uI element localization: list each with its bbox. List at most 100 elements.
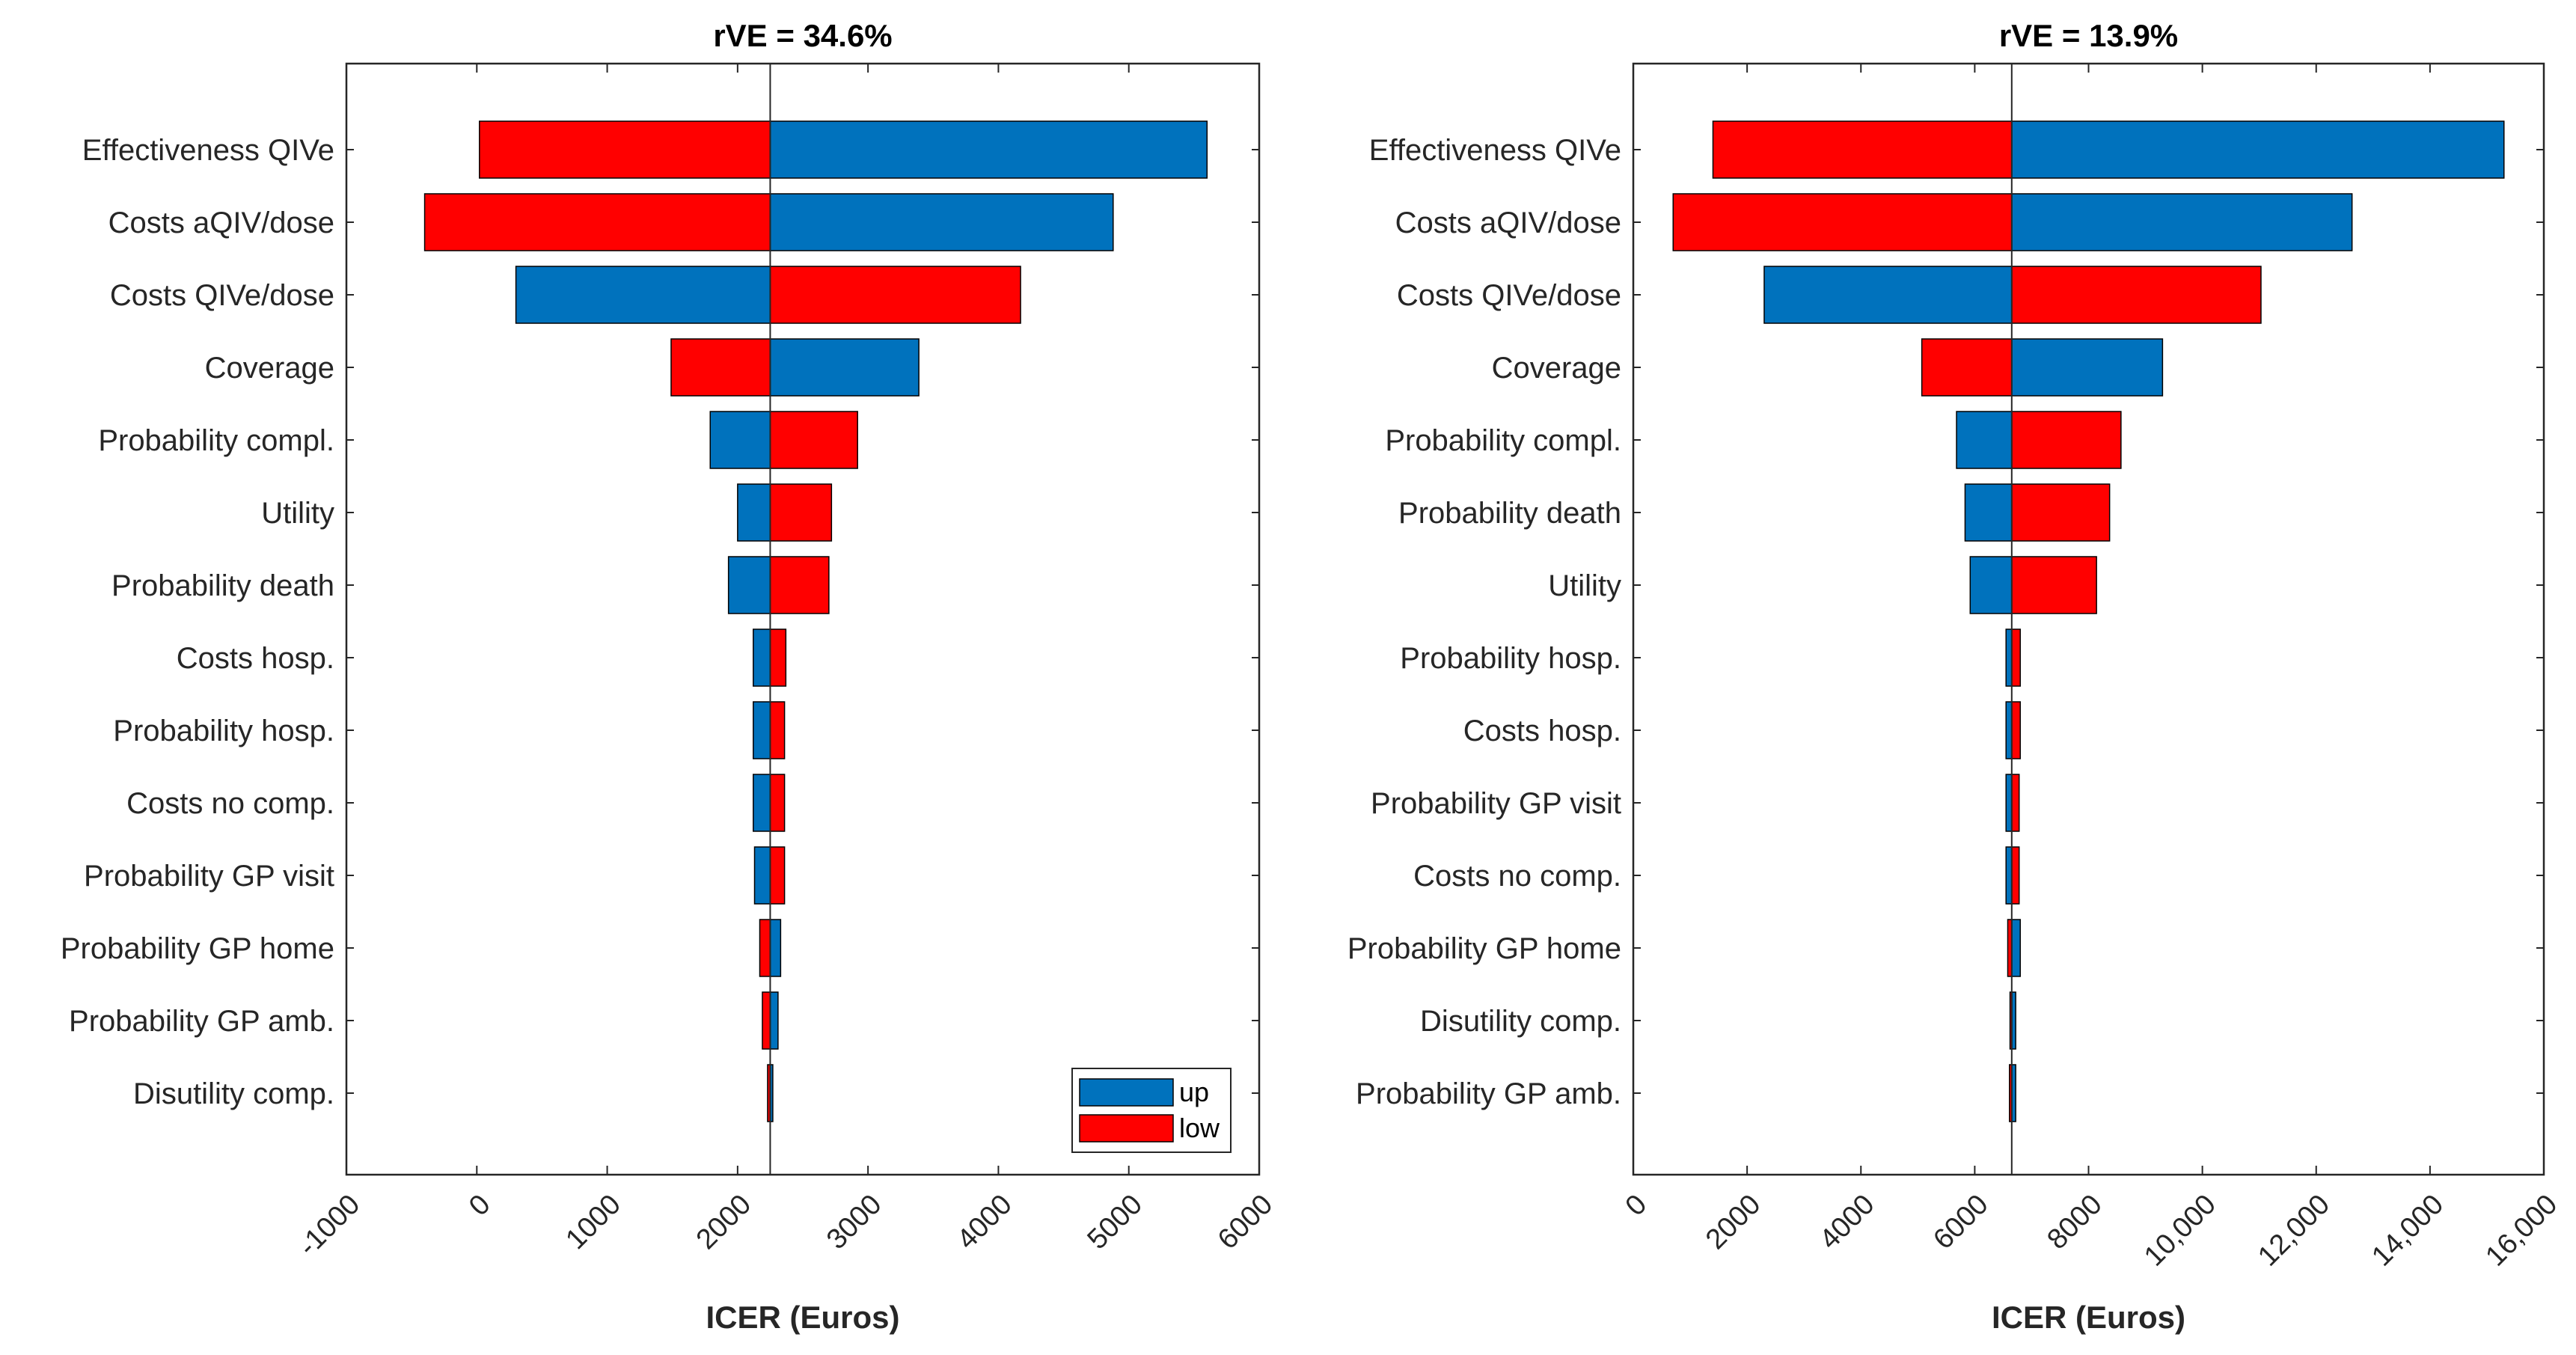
bar-up	[1969, 556, 2013, 614]
x-tick-label: 12,000	[2252, 1189, 2336, 1273]
x-tick-label: -1000	[293, 1189, 366, 1262]
bar-up	[2011, 919, 2021, 977]
category-label: Disutility comp.	[133, 1077, 334, 1110]
bar-low	[2011, 628, 2021, 687]
bar-low	[769, 483, 833, 542]
category-label: Disutility comp.	[1420, 1005, 1621, 1038]
chart-panel-1: rVE = 34.6% Effectiveness QIVe Costs aQIV/…	[61, 18, 1279, 1335]
bar-low	[2011, 266, 2262, 324]
category-label: Probability GP visit	[84, 860, 334, 893]
bar-low	[769, 266, 1021, 324]
chart-title: rVE = 34.6%	[713, 18, 892, 53]
x-tick-label: 4000	[951, 1189, 1018, 1255]
bar-low	[2011, 846, 2020, 905]
category-label: Probability death	[1398, 497, 1621, 530]
bar-up	[2005, 846, 2013, 905]
bar-low	[2011, 556, 2097, 614]
x-tick-label: 14,000	[2366, 1189, 2450, 1273]
category-label: Probability GP amb.	[69, 1005, 334, 1038]
chart-title: rVE = 13.9%	[1999, 18, 2178, 53]
bar-low	[769, 628, 787, 687]
category-label: Probability death	[111, 569, 334, 602]
bar-low	[2011, 411, 2122, 469]
bar-up	[753, 774, 771, 832]
x-tick-label: 6000	[1927, 1189, 1994, 1255]
category-label: Utility	[1548, 569, 1621, 602]
x-tick-label: 1000	[560, 1189, 626, 1255]
category-label: Probability compl.	[1385, 424, 1621, 457]
bar-low	[2011, 483, 2111, 542]
bar-up	[769, 338, 920, 397]
legend-label-low: low	[1179, 1113, 1220, 1143]
axes-box	[345, 62, 1261, 1176]
bar-up	[2011, 338, 2164, 397]
bar-low	[769, 774, 786, 832]
bar-low	[769, 846, 786, 905]
bar-up	[2005, 774, 2013, 832]
x-tick-label: 6000	[1212, 1189, 1279, 1255]
x-tick-label: 5000	[1082, 1189, 1148, 1255]
bar-up	[709, 411, 771, 469]
x-tick-label: 2000	[691, 1189, 757, 1255]
category-label: Costs hosp.	[177, 642, 334, 675]
bar-up	[727, 556, 771, 614]
bar-up	[769, 919, 782, 977]
bar-low	[769, 411, 858, 469]
category-label: Probability GP home	[1347, 932, 1621, 965]
bar-low	[769, 701, 786, 759]
x-tick-label: 8000	[2041, 1189, 2108, 1255]
bar-up	[1956, 411, 2013, 469]
bar-up	[2011, 120, 2505, 179]
bar-low	[670, 338, 771, 397]
category-label: Costs QIVe/dose	[1397, 279, 1621, 312]
category-label: Costs hosp.	[1463, 715, 1621, 747]
bar-low	[1712, 120, 2013, 179]
category-label: Coverage	[1492, 352, 1621, 385]
category-label: Probability GP amb.	[1356, 1077, 1621, 1110]
bar-up	[2011, 193, 2353, 251]
x-tick-label: 2000	[1700, 1189, 1766, 1255]
x-tick-label: 16,000	[2479, 1189, 2563, 1273]
legend-label-up: up	[1179, 1077, 1209, 1107]
category-label: Probability GP visit	[1371, 787, 1621, 820]
bar-up	[753, 846, 771, 905]
category-label: Costs no comp.	[126, 787, 334, 820]
bar-up	[753, 701, 771, 759]
category-label: Effectiveness QIVe	[82, 134, 334, 167]
bar-up	[769, 193, 1114, 251]
category-label: Costs aQIV/dose	[1395, 207, 1621, 239]
bar-low	[423, 193, 771, 251]
category-label: Probability hosp.	[113, 715, 334, 747]
bar-low	[762, 991, 771, 1050]
bar-up	[769, 991, 779, 1050]
bar-up	[737, 483, 771, 542]
category-label: Effectiveness QIVe	[1369, 134, 1621, 167]
category-label: Costs QIVe/dose	[110, 279, 334, 312]
bar-up	[1763, 266, 2013, 324]
bar-low	[1921, 338, 2013, 397]
x-tick-label: 10,000	[2138, 1189, 2222, 1273]
x-tick-label: 0	[463, 1189, 497, 1223]
bar-up	[753, 628, 771, 687]
bar-low	[479, 120, 771, 179]
legend-swatch-low	[1079, 1114, 1174, 1143]
bar-low	[759, 919, 771, 977]
category-label: Coverage	[205, 352, 334, 385]
x-tick-label: 3000	[821, 1189, 887, 1255]
chart-panel-2: rVE = 13.9% Effectiveness QIVe Costs aQIV/…	[1347, 18, 2563, 1335]
category-label: Probability compl.	[98, 424, 334, 457]
category-label: Costs aQIV/dose	[108, 207, 334, 239]
bar-up	[515, 266, 771, 324]
legend-swatch-up	[1079, 1078, 1174, 1107]
legend: up low	[1071, 1068, 1232, 1153]
bar-low	[2011, 774, 2020, 832]
bar-low	[1672, 193, 2013, 251]
category-label: Probability GP home	[61, 932, 334, 965]
x-axis-label: ICER (Euros)	[1992, 1300, 2185, 1335]
x-tick-label: 4000	[1814, 1189, 1880, 1255]
category-label: Utility	[261, 497, 334, 530]
bar-up	[2005, 701, 2013, 759]
x-tick-label: 0	[1620, 1189, 1653, 1223]
bar-low	[769, 556, 830, 614]
